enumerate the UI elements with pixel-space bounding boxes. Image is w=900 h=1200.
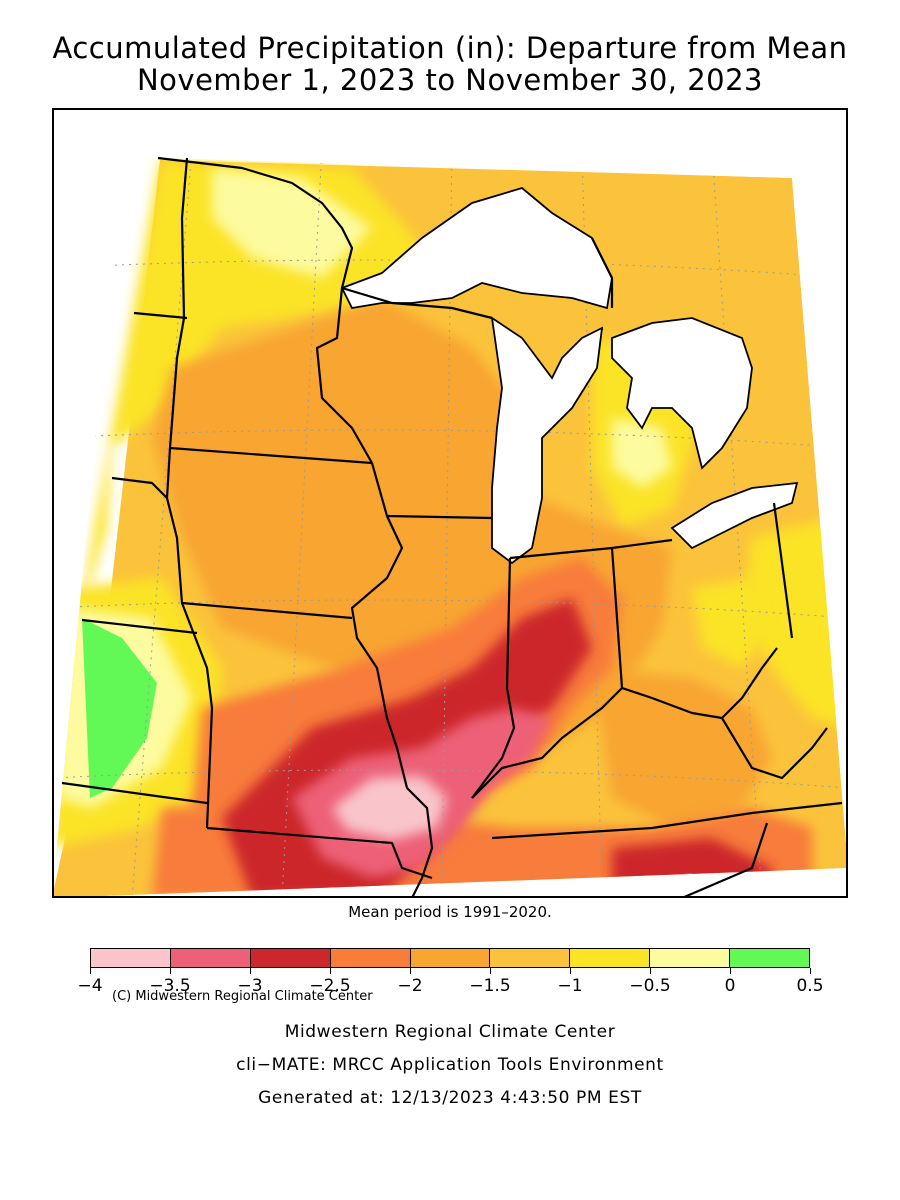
border-tn-ar <box>411 877 423 899</box>
legend-tick-4 <box>409 968 411 974</box>
legend-tick-7 <box>649 968 651 974</box>
legend-tick-2 <box>249 968 251 974</box>
legend-tick-8 <box>729 968 731 974</box>
border-il-in <box>471 557 516 799</box>
map-title-line2: November 1, 2023 to November 30, 2023 <box>136 63 764 97</box>
border-mn-wi <box>315 287 373 464</box>
border-ne-ks <box>81 618 198 635</box>
legend-tick-9 <box>809 968 811 974</box>
footer-generated-time: Generated at: 12/13/2023 4:43:50 PM EST <box>258 1088 642 1108</box>
border-oh-pa <box>772 502 794 639</box>
legend-swatch-4 <box>410 949 491 967</box>
border-canada-west <box>157 156 354 289</box>
legend-tick-label-2: −3 <box>237 976 263 996</box>
border-ky-va <box>721 717 828 780</box>
border-mn-ia <box>169 446 373 465</box>
legend-tick-6 <box>569 968 571 974</box>
legend-swatch-2 <box>250 949 331 967</box>
border-mi-up-east <box>591 237 614 308</box>
map-svg <box>52 108 848 900</box>
border-ohio-river <box>471 647 778 799</box>
contour-0-to-0.5-west <box>82 618 157 798</box>
border-ks-ok <box>61 781 208 805</box>
legend-swatch-6 <box>570 949 651 967</box>
legend-ticks <box>89 968 811 974</box>
border-in-mi <box>509 546 613 560</box>
legend-tick-label-6: −1 <box>557 976 583 996</box>
border-mississippi <box>350 462 434 879</box>
lake-huron <box>611 317 753 470</box>
border-nd-sd <box>133 311 188 320</box>
legend-tick-label-0: −4 <box>77 976 103 996</box>
legend-tick-label-8: 0 <box>724 976 736 996</box>
border-sd-ne <box>111 476 168 499</box>
border-ky-tn <box>491 801 843 840</box>
contour-minus1-to-minus0.5-north <box>82 160 442 598</box>
contour-minus1-to-minus0.5-ohio <box>692 578 772 668</box>
contour-minus1-to-minus0.5-east <box>742 518 848 728</box>
lake-erie <box>670 481 799 550</box>
border-in-oh <box>610 547 624 689</box>
legend-tick-label-5: −1.5 <box>469 976 511 996</box>
border-wi-up <box>341 286 493 320</box>
mean-period-note: Mean period is 1991–2020. <box>348 903 552 921</box>
footer-org-name: Midwestern Regional Climate Center <box>284 1022 616 1042</box>
legend-tick-label-4: −2 <box>397 976 423 996</box>
legend-swatch-7 <box>650 949 731 967</box>
footer-tool-name: cli−MATE: MRCC Application Tools Environ… <box>236 1055 664 1075</box>
legend-swatch-0 <box>91 949 171 967</box>
state-borders <box>61 156 843 900</box>
border-tn-nc <box>681 822 769 900</box>
legend-tick-label-3: −2.5 <box>309 976 351 996</box>
legend-tick-label-9: 0.5 <box>796 976 824 996</box>
legend-tick-1 <box>169 968 171 974</box>
legend-swatch-8 <box>730 949 810 967</box>
legend-tick-label-7: −0.5 <box>629 976 671 996</box>
legend-tick-labels: −4 −3.5 −3 −2.5 −2 −1.5 −1 −0.5 0 0.5 <box>77 976 823 1000</box>
color-legend-bar <box>90 948 810 968</box>
legend-tick-label-1: −3.5 <box>149 976 191 996</box>
great-lakes <box>340 186 799 565</box>
legend-swatch-5 <box>490 949 571 967</box>
legend-swatch-1 <box>170 949 251 967</box>
legend-swatch-3 <box>330 949 411 967</box>
legend-tick-0 <box>89 968 91 974</box>
legend-tick-3 <box>329 968 331 974</box>
border-mo-ar <box>206 826 433 880</box>
map-title-line1: Accumulated Precipitation (in): Departur… <box>52 31 848 65</box>
contour-minus4-to-minus3.5-core <box>332 776 447 840</box>
border-wi-il <box>386 514 493 520</box>
contour-minus2-to-minus1.5-kentucky <box>592 668 772 828</box>
border-mi-oh <box>611 538 673 550</box>
precipitation-departure-map: (C) Midwestern Regional Climate Center <box>52 108 848 1005</box>
map-credit-label: (C) Midwestern Regional Climate Center <box>108 988 379 1005</box>
legend-tick-5 <box>489 968 491 974</box>
contour-fill-layer <box>52 158 848 898</box>
map-border-frame <box>52 108 848 898</box>
contour-minus0.5-to-0-north <box>212 168 372 278</box>
border-ia-mo <box>181 601 353 620</box>
lake-michigan <box>490 316 604 565</box>
